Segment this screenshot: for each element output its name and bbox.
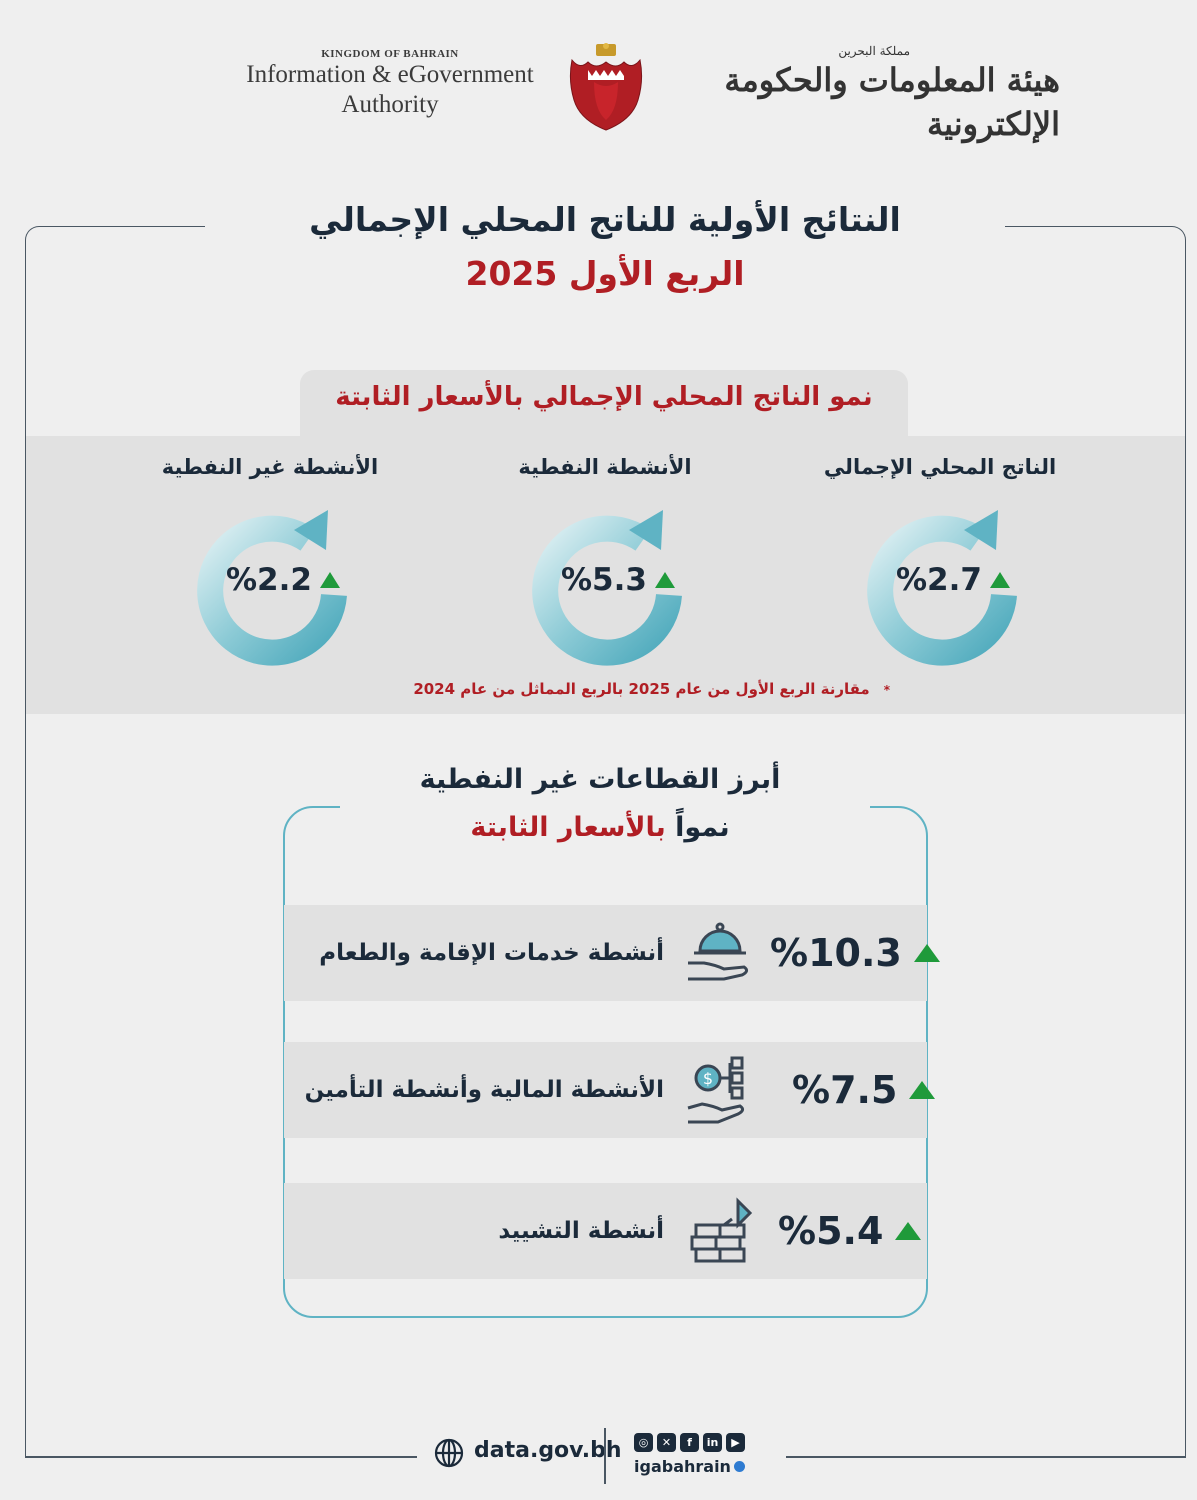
sectors-title: أبرز القطاعات غير النفطية <box>419 764 781 795</box>
authority-name-en-2: Authority <box>341 91 439 118</box>
non-oil-value: %2.2 <box>226 562 312 598</box>
x-icon[interactable]: ✕ <box>657 1433 676 1452</box>
kingdom-label-en: KINGDOM OF BAHRAIN <box>321 48 459 60</box>
footer-divider <box>604 1428 606 1484</box>
oil-label: الأنشطة النفطية <box>518 455 692 479</box>
gdp-ring-icon <box>867 510 1017 666</box>
sector-row: %5.4 أنشطة التشييد <box>284 1183 927 1279</box>
social-icons: ◎ ✕ f in ▶ <box>634 1433 745 1452</box>
sector-label: أنشطة التشييد <box>498 1218 664 1244</box>
footer-line-left <box>25 1456 417 1458</box>
oil-value: %5.3 <box>561 562 647 598</box>
construction-icon <box>690 1197 753 1263</box>
sector-value-box: %10.3 <box>770 905 940 1001</box>
header-arabic: مملكة البحرين هيئة المعلومات والحكومة ال… <box>660 44 1060 146</box>
oil-value-box: %5.3 <box>533 560 703 600</box>
bahrain-crest-icon <box>569 43 643 131</box>
growth-heading: نمو الناتج المحلي الإجمالي بالأسعار الثا… <box>335 382 873 412</box>
kingdom-label-ar: مملكة البحرين <box>838 44 910 58</box>
up-arrow-icon <box>909 1081 936 1099</box>
authority-name-ar: هيئة المعلومات والحكومة الإلكترونية <box>724 61 1060 143</box>
up-arrow-icon <box>989 572 1010 588</box>
sector-value: %10.3 <box>770 931 902 975</box>
footer-line-right <box>786 1456 1186 1458</box>
sectors-subtitle: نمواً بالأسعار الثابتة <box>300 812 900 843</box>
youtube-icon[interactable]: ▶ <box>726 1433 745 1452</box>
sector-label: أنشطة خدمات الإقامة والطعام <box>319 940 664 966</box>
up-arrow-icon <box>895 1222 922 1240</box>
gdp-label: الناتج المحلي الإجمالي <box>823 455 1057 479</box>
gdp-value-box: %2.7 <box>868 560 1038 600</box>
gdp-value: %2.7 <box>896 562 982 598</box>
handle-text: igabahrain <box>634 1457 731 1476</box>
instagram-icon[interactable]: ◎ <box>634 1433 653 1452</box>
social-handle[interactable]: igabahrain <box>634 1457 745 1476</box>
non-oil-value-box: %2.2 <box>198 560 368 600</box>
sector-value-box: %7.5 <box>792 1042 936 1138</box>
non-oil-label: الأنشطة غير النفطية <box>161 455 379 479</box>
linkedin-icon[interactable]: in <box>703 1433 722 1452</box>
sector-label: الأنشطة المالية وأنشطة التأمين <box>304 1077 664 1103</box>
sector-value: %5.4 <box>778 1209 884 1253</box>
globe-icon <box>434 1438 464 1468</box>
note-text: مقارنة الربع الأول من عام 2025 بالربع ال… <box>413 680 870 698</box>
up-arrow-icon <box>654 572 675 588</box>
svg-text:$: $ <box>703 1069 713 1088</box>
oil-ring-icon <box>532 510 682 666</box>
up-arrow-icon <box>913 944 940 962</box>
cloche-icon <box>688 922 749 981</box>
finance-hand-icon: $ <box>687 1056 745 1124</box>
sector-row: %10.3 أنشطة خدمات الإقامة والطعام <box>284 905 940 1001</box>
page-title: النتائج الأولية للناتج المحلي الإجمالي <box>309 200 901 239</box>
sector-value-box: %5.4 <box>778 1183 922 1279</box>
comparison-note: * مقارنة الربع الأول من عام 2025 بالربع ا… <box>250 680 890 698</box>
growth-tab <box>300 370 908 440</box>
sectors-subtitle-highlight: بالأسعار الثابتة <box>470 812 666 843</box>
up-arrow-icon <box>319 572 340 588</box>
sectors-subtitle-prefix: نمواً <box>675 812 730 843</box>
page-subtitle: الربع الأول 2025 <box>465 254 745 293</box>
website-link[interactable]: data.gov.bh <box>474 1438 622 1463</box>
sector-row: %7.5 $ الأنشطة المالية وأنشطة التأمين <box>284 1042 936 1138</box>
non-oil-ring-icon <box>197 510 347 666</box>
header-english: KINGDOM OF BAHRAIN Information & eGovern… <box>225 48 555 120</box>
sector-value: %7.5 <box>792 1068 898 1112</box>
note-asterisk: * <box>883 683 890 697</box>
facebook-icon[interactable]: f <box>680 1433 699 1452</box>
authority-name-en-1: Information & eGovernment <box>246 61 534 88</box>
verified-icon <box>733 1461 745 1472</box>
